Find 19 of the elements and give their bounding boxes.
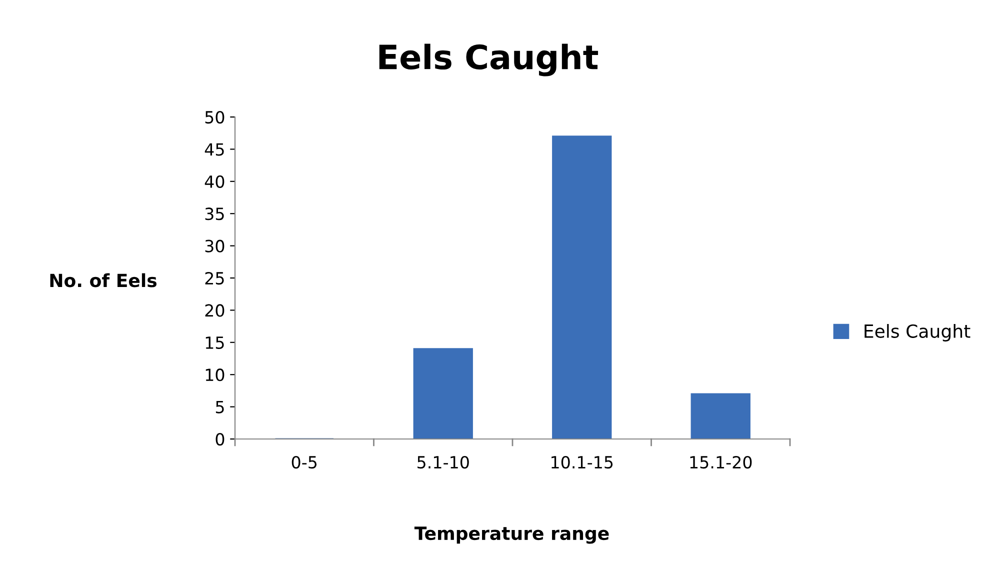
y-tick-label: 10 — [206, 368, 224, 382]
y-tick-label: 30 — [205, 240, 224, 252]
x-tick-label: 0-5 — [292, 456, 317, 469]
y-tick-label: 15 — [206, 336, 224, 349]
y-tick-label: 20 — [205, 304, 224, 317]
y-tick-label: 25 — [205, 272, 224, 285]
y-tick-label: 40 — [204, 175, 224, 188]
y-tick-label: 5 — [216, 400, 224, 414]
y-tick-label: 50 — [205, 110, 224, 124]
x-tick-label: 5.1-10 — [418, 456, 469, 469]
x-axis-title: Temperature range — [414, 526, 609, 544]
legend-label: Eels Caught — [864, 324, 970, 342]
y-tick-label: 45 — [204, 143, 224, 156]
y-axis-title: No. of Eels — [50, 273, 157, 288]
x-tick-label: 10.1-15 — [552, 456, 613, 469]
y-tick-label: 0 — [216, 432, 224, 446]
x-tick-label: 15.1-20 — [690, 456, 752, 469]
chart-title: Eels Caught — [379, 44, 598, 76]
y-tick-label: 35 — [205, 208, 224, 220]
